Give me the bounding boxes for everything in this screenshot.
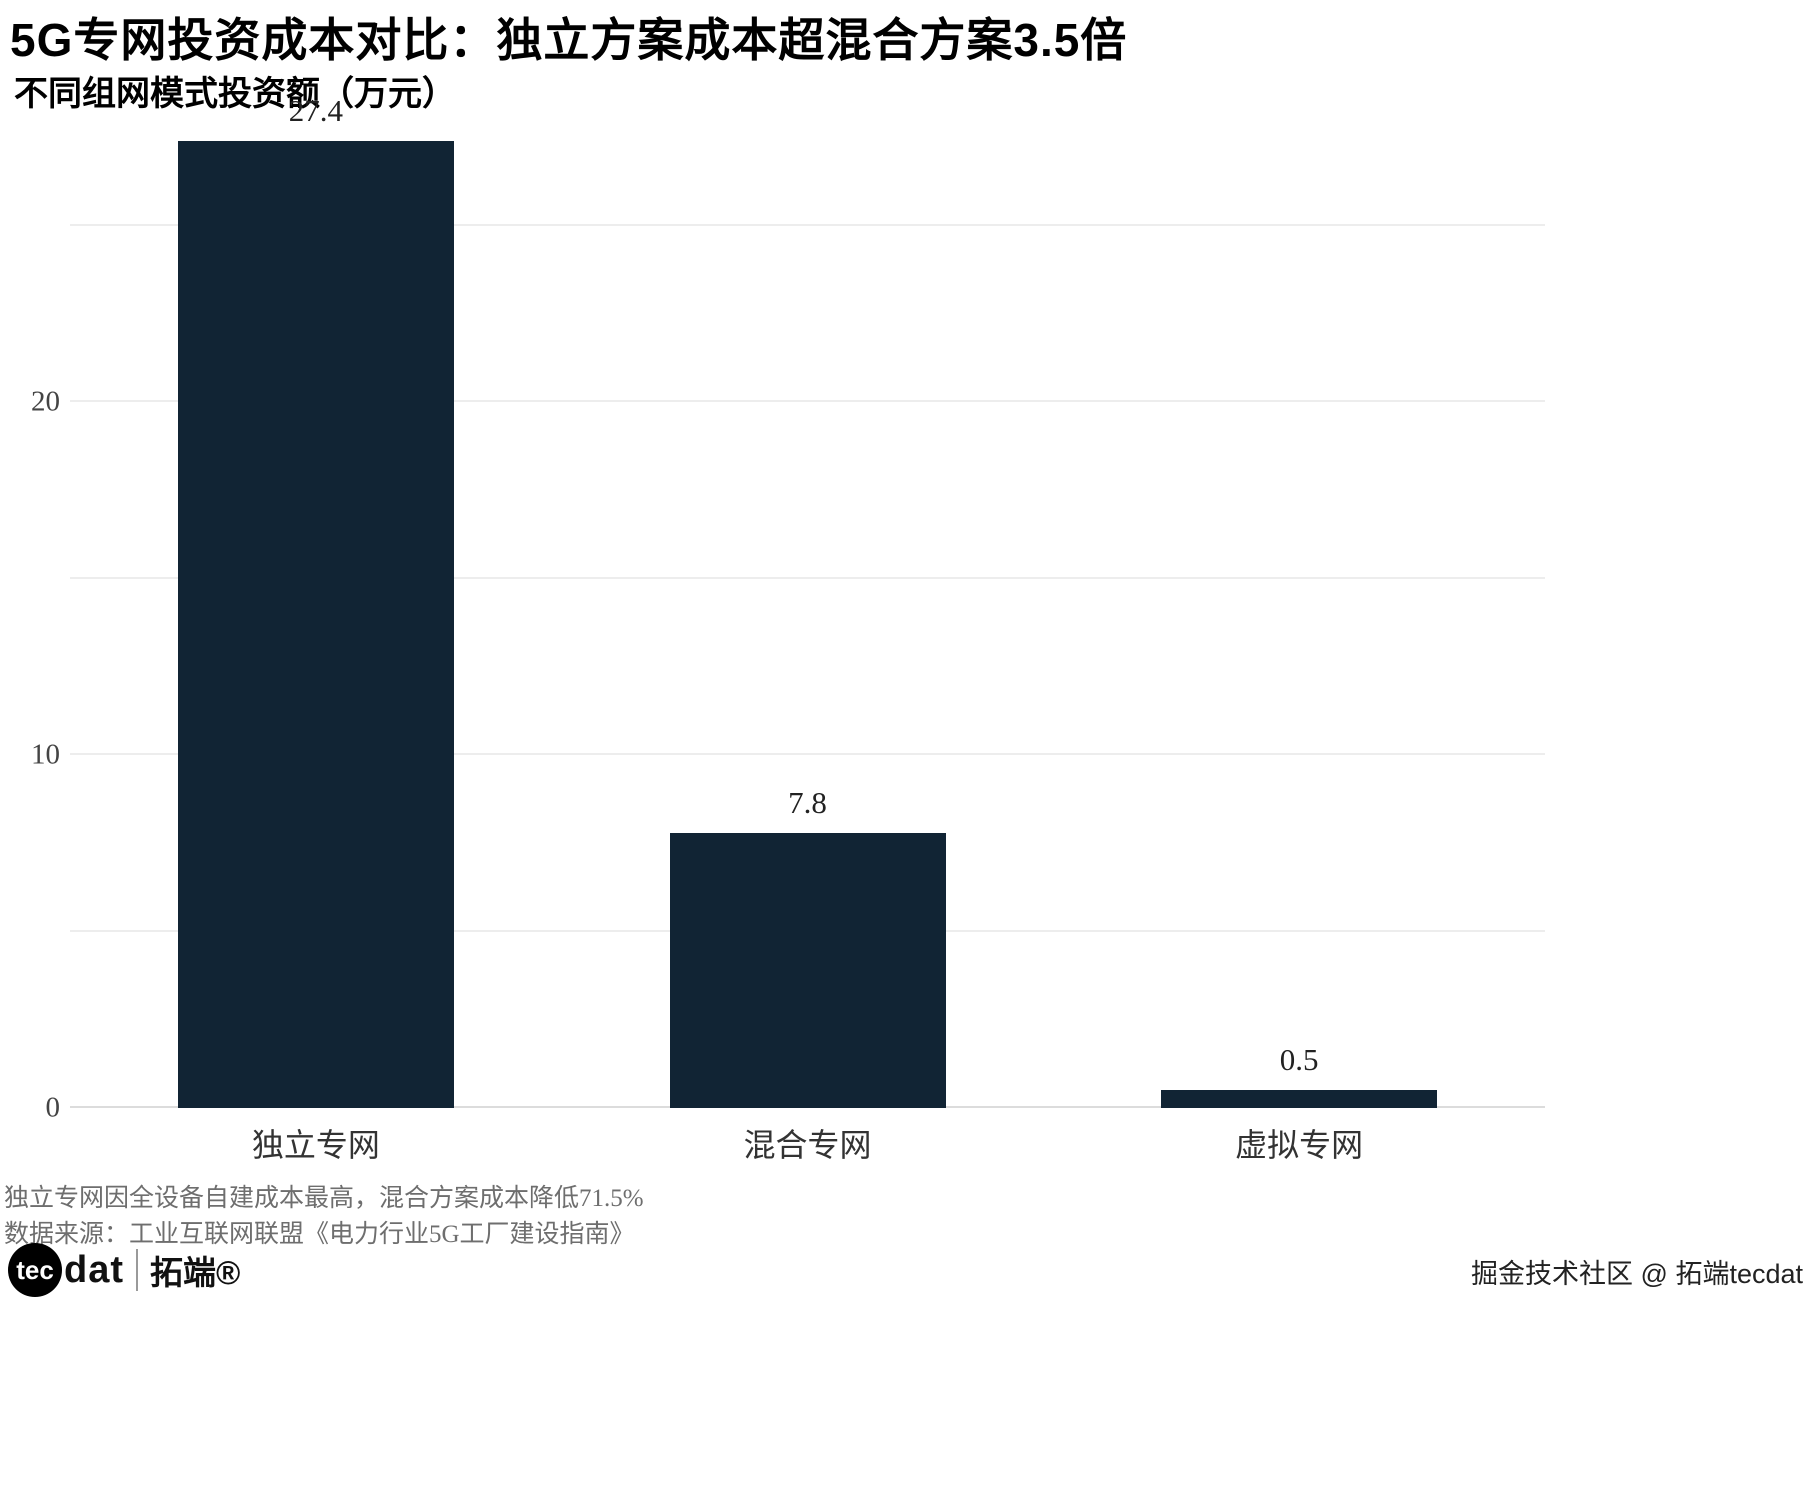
chart-subtitle: 不同组网模式投资额（万元）	[14, 75, 456, 113]
note-text: 独立专网因全设备自建成本最高，混合方案成本降低71.5%	[4, 1185, 644, 1212]
tecdat-logo-cn: 拓端®	[150, 1254, 241, 1291]
tecdat-logo-text: dat	[64, 1248, 124, 1291]
bar-slot: 27.4 独立专网	[70, 93, 562, 1163]
bar-slot: 0.5 虚拟专网	[1053, 120, 1545, 1163]
y-tick-label: 0	[45, 1091, 61, 1124]
category-label: 混合专网	[743, 1127, 872, 1163]
gridline	[70, 223, 1545, 226]
bar-value-label: 27.4	[288, 93, 343, 129]
logo-divider	[136, 1249, 138, 1291]
category-label: 独立专网	[251, 1127, 380, 1163]
tecdat-logo-circle: tec	[8, 1243, 62, 1297]
gridline	[70, 753, 1545, 756]
gridline	[70, 576, 1545, 579]
y-tick-label: 20	[31, 385, 60, 418]
bar	[177, 141, 454, 1108]
category-label: 虚拟专网	[1235, 1127, 1364, 1163]
chart-title: 5G专网投资成本对比：独立方案成本超混合方案3.5倍	[10, 14, 1128, 66]
bar-value-label: 0.5	[1279, 1042, 1319, 1078]
y-tick-label: 10	[31, 738, 60, 771]
bar	[1161, 1090, 1438, 1108]
gridline	[70, 400, 1545, 403]
bar-value-label: 7.8	[788, 784, 827, 820]
watermark-text: 掘金技术社区 @ 拓端tecdat	[1471, 1259, 1803, 1289]
source-text: 数据来源：工业互联网联盟《电力行业5G工厂建设指南》	[4, 1221, 635, 1248]
bar-slot: 7.8 混合专网	[562, 120, 1054, 1163]
tecdat-logo: tec dat 拓端®	[8, 1242, 240, 1298]
bars-container: 27.4 独立专网 7.8 混合专网 0.5 虚拟专网	[70, 93, 1545, 1163]
plot-area: 0 10 20 27.4 独立专网 7.8 混合专网 0.5 虚拟专网	[31, 93, 1545, 1163]
bar	[669, 832, 946, 1108]
